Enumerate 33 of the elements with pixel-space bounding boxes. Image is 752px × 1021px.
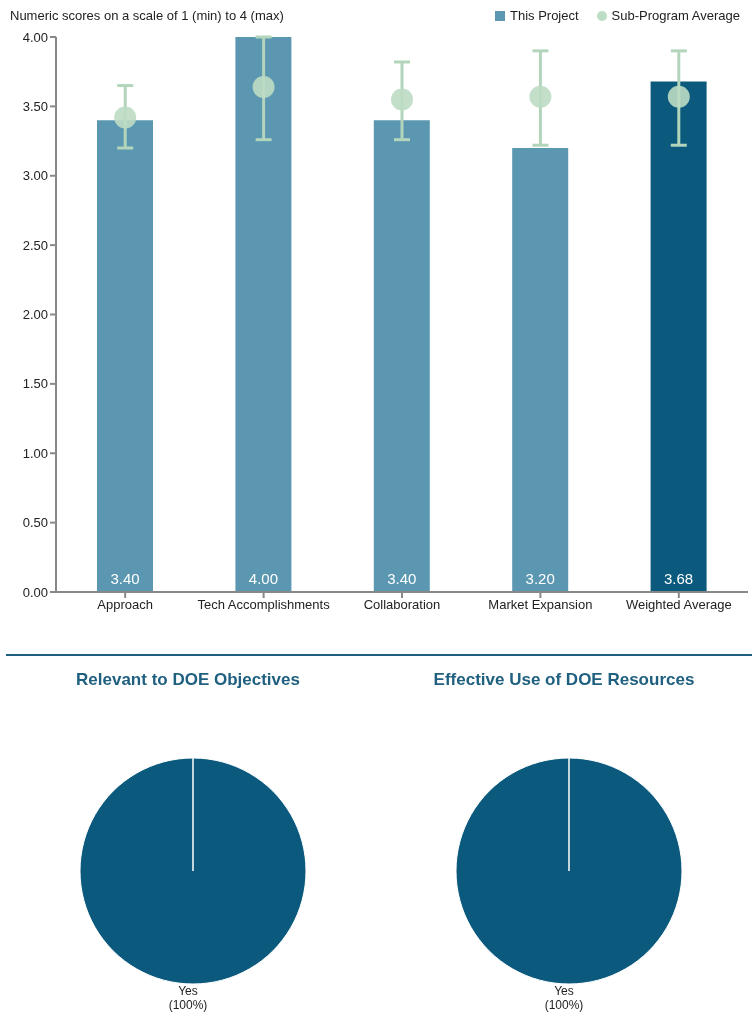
data-label: 4.00 [248,570,278,587]
slice-label: Yes [554,984,574,998]
data-label: (100%) [168,998,208,1012]
y-tick-label: 2.50 [22,237,48,253]
chart-title: Numeric scores on a scale of 1 (min) to 4 (max) [10,8,284,23]
x-tick-label: Weighted Average [625,597,732,613]
data-label: 3.68 [664,570,694,587]
y-tick-label: 1.50 [22,376,48,392]
y-tick-label: 4.00 [22,29,48,45]
data-label: 3.20 [525,570,555,587]
bar [650,81,707,592]
data-label: (100%) [544,998,584,1012]
y-tick-label: 0.50 [22,515,48,531]
slice-label: Yes [178,984,198,998]
data-label: 3.40 [387,570,417,587]
x-tick-label: Market Expansion [488,597,593,613]
bar [235,37,292,592]
bar [373,120,430,592]
bar [97,120,153,592]
chart-title: Effective Use of DOE Resources [432,670,696,691]
x-tick-label: Approach [97,597,154,613]
x-tick-label: Tech Accomplishments [197,597,331,613]
y-tick-label: 0.00 [22,584,48,600]
y-tick-label: 3.50 [22,98,48,114]
y-tick-label: 1.00 [22,445,48,461]
y-tick-label: 3.00 [22,168,48,184]
data-label: 3.40 [110,570,140,587]
legend-label: This Project [508,8,579,23]
x-tick-label: Collaboration [363,597,441,613]
legend-label: Sub-Program Average [610,8,740,23]
y-tick-label: 2.00 [22,307,48,323]
chart-title: Relevant to DOE Objectives [75,670,301,691]
bar [512,148,569,592]
